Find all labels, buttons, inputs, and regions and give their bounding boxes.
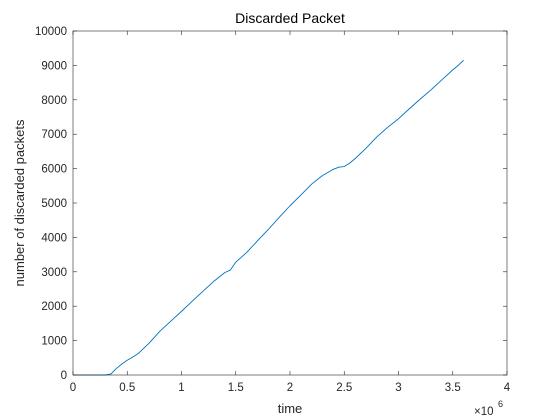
x-tick-label: 4 xyxy=(504,382,511,394)
x-tick-label: 0 xyxy=(70,382,76,394)
x-axis-exponent-power: 6 xyxy=(498,399,503,409)
x-tick-label: 3 xyxy=(395,382,401,394)
plot-area xyxy=(73,31,507,375)
y-tick-label: 8000 xyxy=(41,95,67,107)
x-tick-label: 1 xyxy=(178,382,184,394)
y-tick-label: 4000 xyxy=(41,232,67,244)
y-tick-label: 0 xyxy=(61,370,67,382)
data-layer xyxy=(73,59,464,376)
x-tick-label: 1.5 xyxy=(228,382,244,394)
x-axis-exponent: ×10 6 xyxy=(474,399,503,418)
y-tick-label: 6000 xyxy=(41,164,67,176)
x-axis-ticks: 0 0.5 1 1.5 2 2.5 3 3.5 4 xyxy=(70,31,511,394)
y-axis-ticks: 0 1000 2000 3000 4000 5000 6000 7000 8000 9000 100… xyxy=(35,26,507,382)
y-tick-label: 3000 xyxy=(41,267,67,279)
y-tick-label: 5000 xyxy=(41,198,67,210)
y-tick-label: 2000 xyxy=(41,301,67,313)
x-tick-label: 3.5 xyxy=(445,382,461,394)
x-tick-label: 0.5 xyxy=(119,382,135,394)
x-tick-label: 2.5 xyxy=(336,382,352,394)
x-tick-label: 2 xyxy=(287,382,293,394)
y-tick-label: 9000 xyxy=(41,60,67,72)
x-axis-label: time xyxy=(278,401,303,416)
y-axis-label: number of discarded packets xyxy=(12,119,27,286)
y-tick-label: 10000 xyxy=(35,26,67,38)
chart-title: Discarded Packet xyxy=(235,10,345,26)
y-tick-label: 7000 xyxy=(41,129,67,141)
series-line-1 xyxy=(73,59,464,376)
x-axis-exponent-base: ×10 xyxy=(474,406,494,418)
y-tick-label: 1000 xyxy=(41,336,67,348)
